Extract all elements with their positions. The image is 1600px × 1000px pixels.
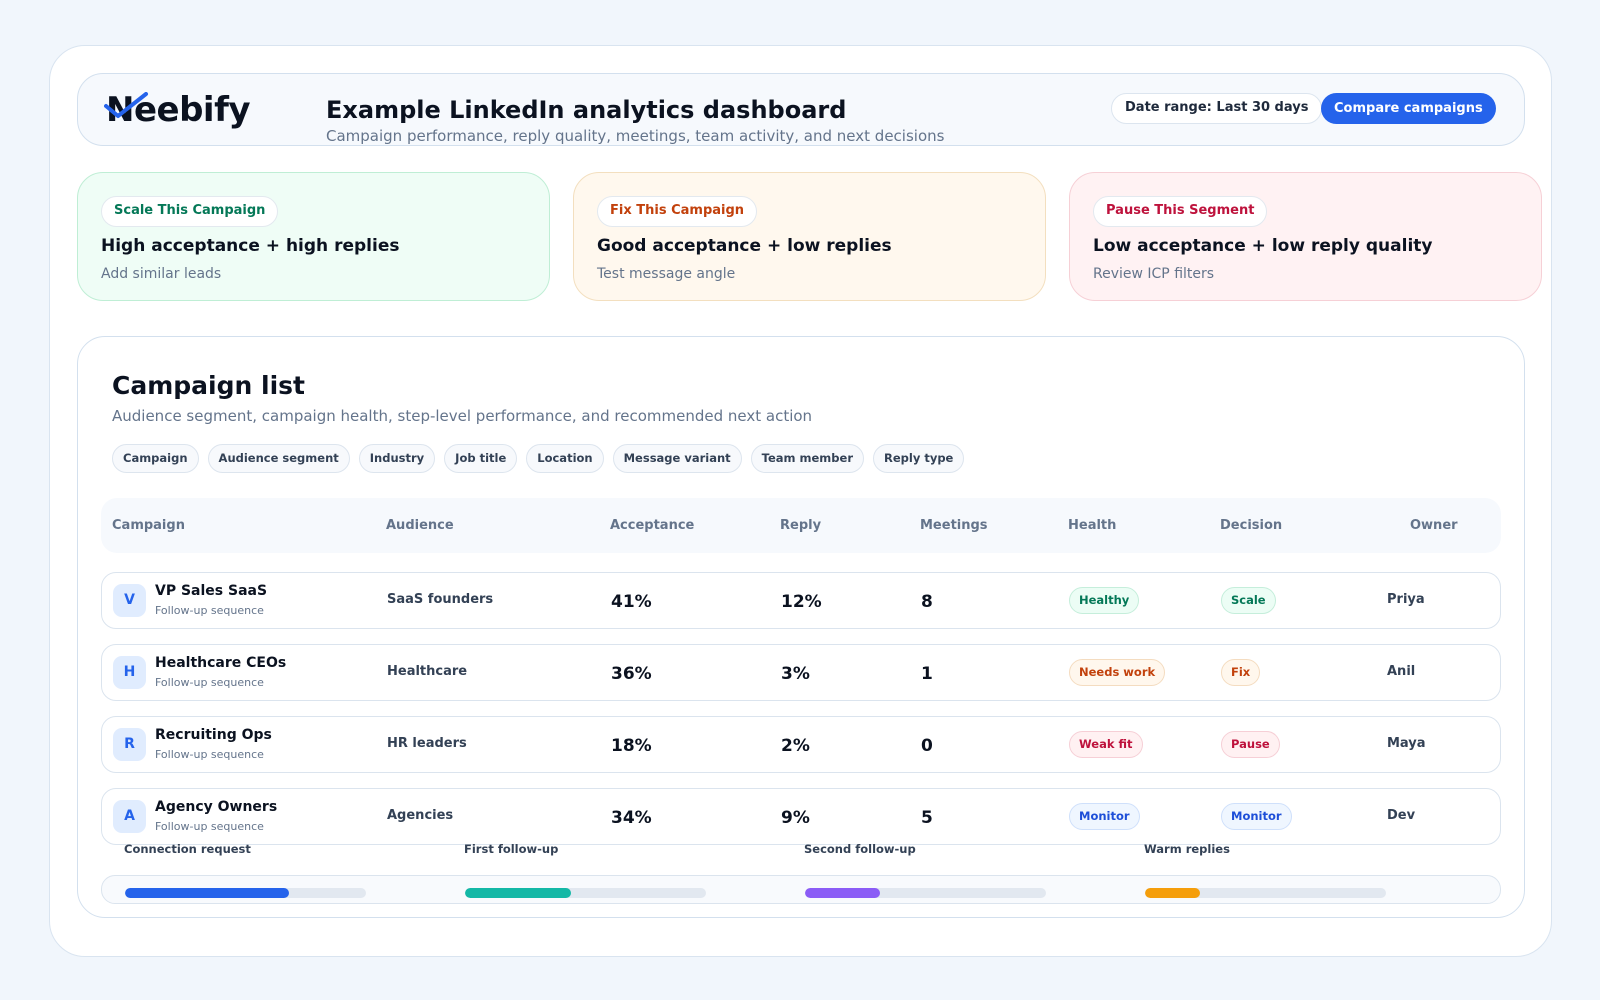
decision-badge[interactable]: Scale <box>1221 587 1276 614</box>
decision-pill: Scale This Campaign <box>101 196 279 227</box>
decision-card-fix[interactable]: Fix This Campaign Good acceptance + low … <box>573 172 1046 301</box>
acceptance-cell: 18% <box>611 736 652 756</box>
decision-pill: Pause This Segment <box>1093 196 1268 227</box>
table-row[interactable]: R Recruiting Ops Follow-up sequence HR l… <box>101 716 1501 773</box>
decision-badge[interactable]: Fix <box>1221 659 1261 686</box>
audience-cell: Healthcare <box>387 664 468 679</box>
table-header: Campaign Audience Acceptance Reply Meeti… <box>101 498 1501 553</box>
meetings-cell: 1 <box>921 664 933 684</box>
campaign-sequence: Follow-up sequence <box>155 676 264 689</box>
logo-text: Neebify <box>106 90 251 130</box>
decision-title: Good acceptance + low replies <box>597 236 892 256</box>
decision-description: Test message angle <box>597 266 736 282</box>
decision-pill: Fix This Campaign <box>597 196 758 227</box>
column-header-meetings[interactable]: Meetings <box>920 518 988 533</box>
campaign-avatar: V <box>113 584 146 617</box>
step-label-first-follow-up: First follow-up <box>464 842 559 856</box>
campaign-name[interactable]: VP Sales SaaS <box>155 583 268 599</box>
step-fill-first-follow-up <box>465 888 572 898</box>
step-performance-bar <box>101 875 1501 904</box>
decision-title: High acceptance + high replies <box>101 236 400 256</box>
campaign-name[interactable]: Recruiting Ops <box>155 727 272 743</box>
table-row[interactable]: H Healthcare CEOs Follow-up sequence Hea… <box>101 644 1501 701</box>
reply-cell: 2% <box>781 736 810 756</box>
owner-cell: Dev <box>1387 808 1416 823</box>
campaign-avatar: A <box>113 800 146 833</box>
page-title: Example LinkedIn analytics dashboard <box>326 96 847 124</box>
decision-description: Review ICP filters <box>1093 266 1215 282</box>
page-subtitle: Campaign performance, reply quality, mee… <box>326 127 945 145</box>
campaign-list-subtitle: Audience segment, campaign health, step-… <box>112 407 813 425</box>
date-range-selector[interactable]: Date range: Last 30 days <box>1111 93 1323 124</box>
step-fill-warm-replies <box>1145 888 1201 898</box>
column-header-acceptance[interactable]: Acceptance <box>610 518 695 533</box>
campaign-list-panel: Campaign list Audience segment, campaign… <box>77 336 1525 918</box>
reply-cell: 9% <box>781 808 810 828</box>
acceptance-cell: 34% <box>611 808 652 828</box>
audience-cell: Agencies <box>387 808 454 823</box>
column-header-decision[interactable]: Decision <box>1220 518 1283 533</box>
meetings-cell: 0 <box>921 736 933 756</box>
campaign-sequence: Follow-up sequence <box>155 604 264 617</box>
column-header-owner[interactable]: Owner <box>1410 518 1458 533</box>
meetings-cell: 8 <box>921 592 933 612</box>
audience-cell: HR leaders <box>387 736 467 751</box>
decision-badge[interactable]: Monitor <box>1221 803 1292 830</box>
column-header-campaign[interactable]: Campaign <box>112 518 185 533</box>
logo: Neebify <box>104 90 251 136</box>
filter-chip-job-title[interactable]: Job title <box>444 444 518 473</box>
filter-chip-location[interactable]: Location <box>526 444 604 473</box>
column-header-reply[interactable]: Reply <box>780 518 822 533</box>
health-badge: Needs work <box>1069 659 1166 686</box>
step-fill-connection-request <box>125 888 289 898</box>
campaign-name[interactable]: Agency Owners <box>155 799 278 815</box>
campaign-avatar: R <box>113 728 146 761</box>
step-label-warm-replies: Warm replies <box>1144 842 1230 856</box>
decision-description: Add similar leads <box>101 266 222 282</box>
owner-cell: Maya <box>1387 736 1426 751</box>
checkmark-icon <box>104 92 148 118</box>
filter-chips: Campaign Audience segment Industry Job t… <box>112 444 965 473</box>
health-badge: Weak fit <box>1069 731 1143 758</box>
owner-cell: Priya <box>1387 592 1425 607</box>
step-track-connection-request <box>125 888 366 898</box>
filter-chip-team-member[interactable]: Team member <box>750 444 864 473</box>
reply-cell: 3% <box>781 664 810 684</box>
campaign-avatar: H <box>113 656 146 689</box>
compare-campaigns-button[interactable]: Compare campaigns <box>1321 93 1496 124</box>
campaign-sequence: Follow-up sequence <box>155 748 264 761</box>
step-label-connection-request: Connection request <box>124 842 251 856</box>
decision-title: Low acceptance + low reply quality <box>1093 236 1433 256</box>
audience-cell: SaaS founders <box>387 592 494 607</box>
campaign-name[interactable]: Healthcare CEOs <box>155 655 287 671</box>
step-track-second-follow-up <box>805 888 1046 898</box>
step-track-warm-replies <box>1145 888 1386 898</box>
filter-chip-audience-segment[interactable]: Audience segment <box>207 444 350 473</box>
filter-chip-reply-type[interactable]: Reply type <box>873 444 965 473</box>
acceptance-cell: 36% <box>611 664 652 684</box>
table-row[interactable]: A Agency Owners Follow-up sequence Agenc… <box>101 788 1501 845</box>
decision-card-scale[interactable]: Scale This Campaign High acceptance + hi… <box>77 172 550 301</box>
column-header-audience[interactable]: Audience <box>386 518 454 533</box>
health-badge: Healthy <box>1069 587 1140 614</box>
decision-card-pause[interactable]: Pause This Segment Low acceptance + low … <box>1069 172 1542 301</box>
filter-chip-campaign[interactable]: Campaign <box>112 444 199 473</box>
campaign-sequence: Follow-up sequence <box>155 820 264 833</box>
column-header-health[interactable]: Health <box>1068 518 1117 533</box>
filter-chip-industry[interactable]: Industry <box>358 444 436 473</box>
health-badge: Monitor <box>1069 803 1140 830</box>
filter-chip-message-variant[interactable]: Message variant <box>612 444 742 473</box>
step-fill-second-follow-up <box>805 888 880 898</box>
table-row[interactable]: V VP Sales SaaS Follow-up sequence SaaS … <box>101 572 1501 629</box>
meetings-cell: 5 <box>921 808 933 828</box>
step-track-first-follow-up <box>465 888 706 898</box>
header-bar: Neebify Example LinkedIn analytics dashb… <box>77 73 1525 146</box>
step-label-second-follow-up: Second follow-up <box>804 842 916 856</box>
reply-cell: 12% <box>781 592 822 612</box>
decision-badge[interactable]: Pause <box>1221 731 1280 758</box>
acceptance-cell: 41% <box>611 592 652 612</box>
dashboard-frame: Neebify Example LinkedIn analytics dashb… <box>49 45 1552 957</box>
campaign-list-title: Campaign list <box>112 371 305 400</box>
owner-cell: Anil <box>1387 664 1416 679</box>
